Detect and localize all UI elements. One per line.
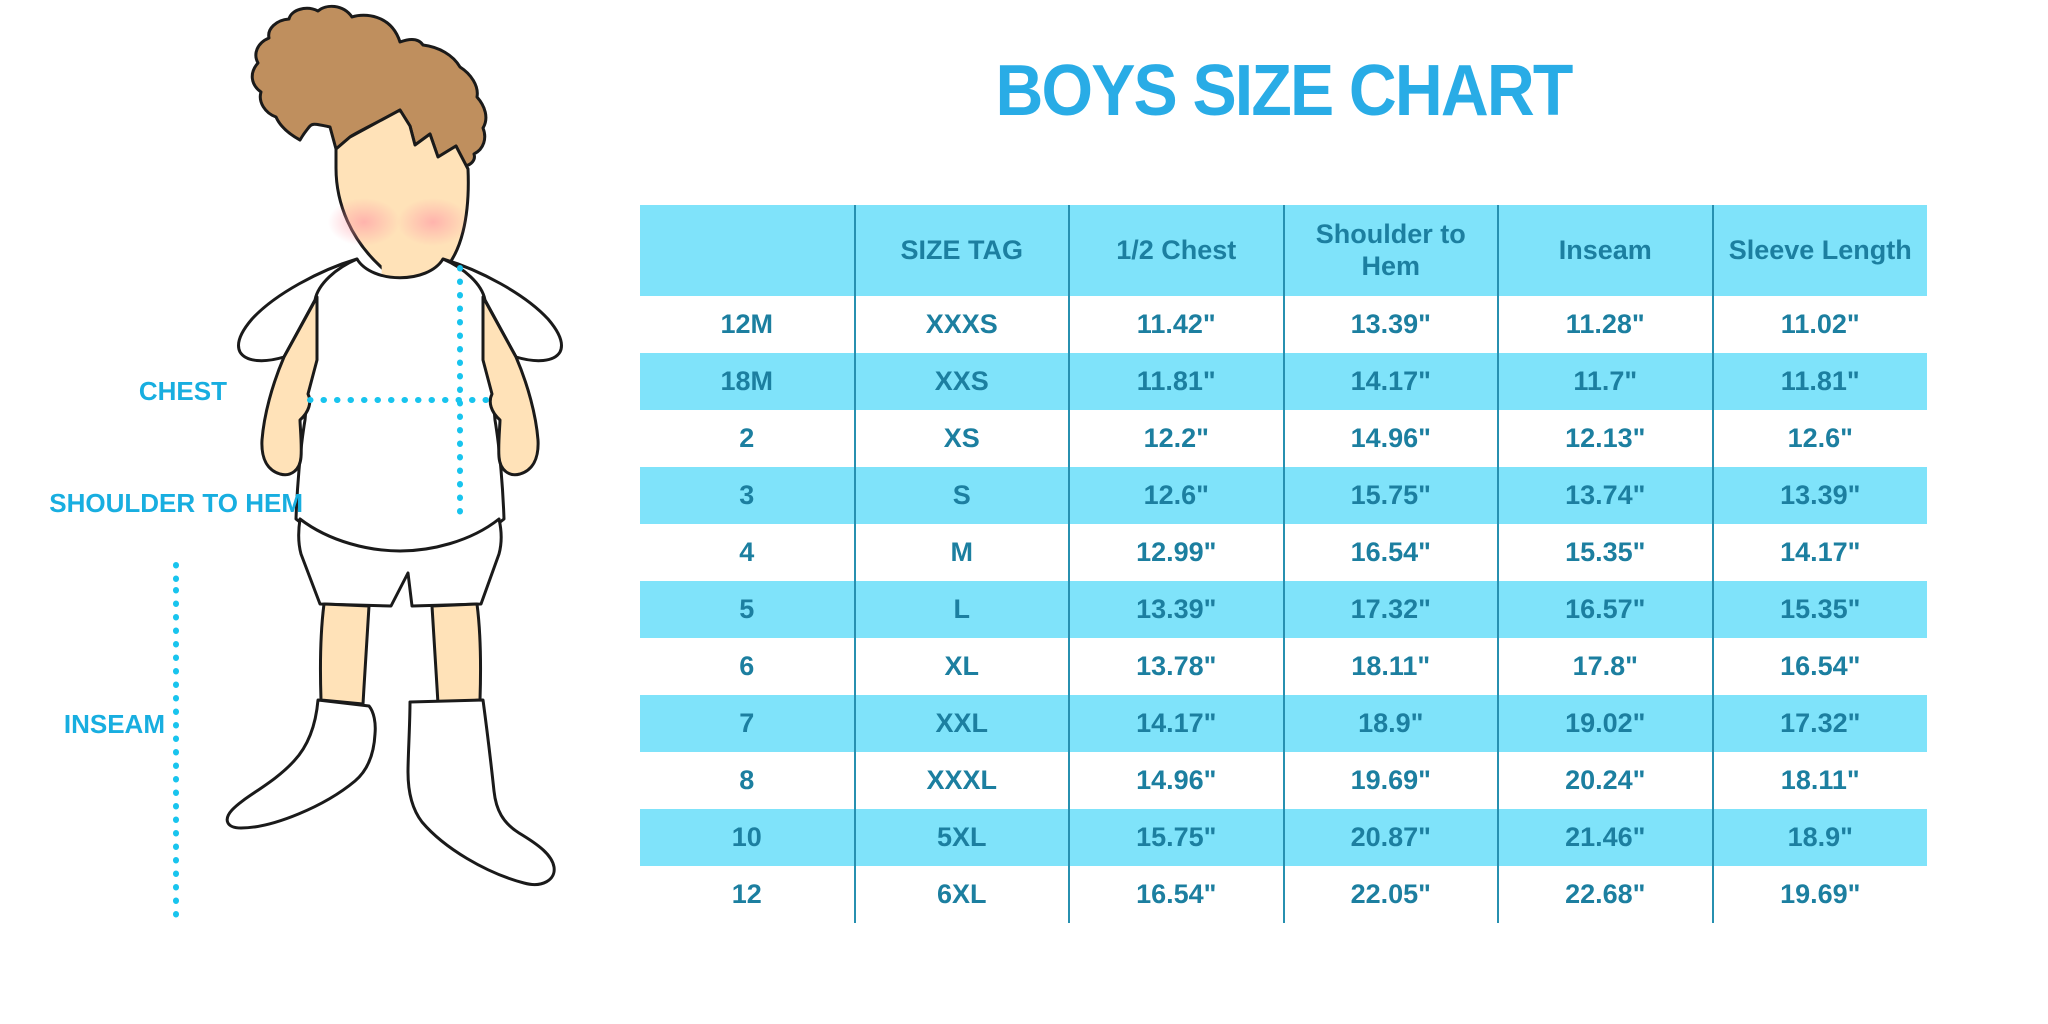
svg-text:SHOULDER TO HEM: SHOULDER TO HEM <box>49 488 303 518</box>
svg-text:CHEST: CHEST <box>139 376 227 406</box>
svg-text:INSEAM: INSEAM <box>64 709 165 739</box>
